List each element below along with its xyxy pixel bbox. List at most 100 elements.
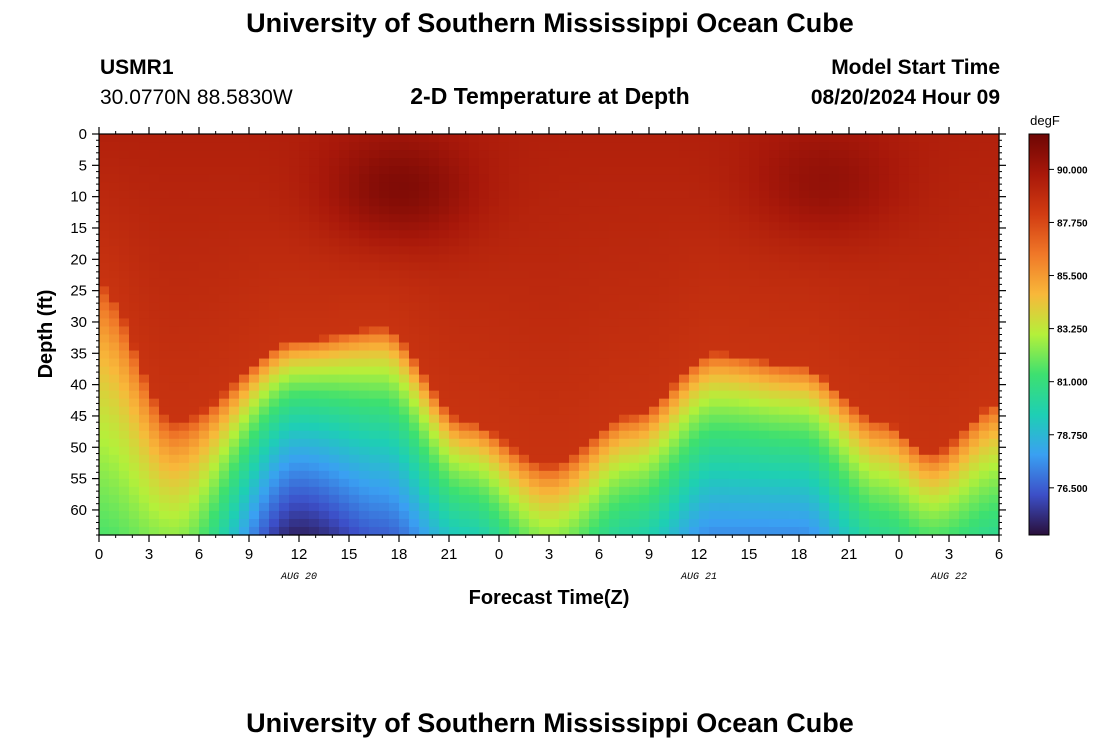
heatmap-cell [779, 174, 790, 183]
heatmap-cell [329, 254, 340, 263]
heatmap-cell [129, 422, 140, 432]
heatmap-cell [219, 390, 230, 400]
heatmap-cell [939, 286, 950, 295]
heatmap-cell [279, 470, 290, 480]
heatmap-cell [849, 158, 860, 167]
heatmap-cell [689, 166, 700, 175]
heatmap-cell [389, 150, 400, 159]
heatmap-cell [279, 326, 290, 336]
heatmap-cell [759, 254, 770, 263]
heatmap-cell [309, 470, 320, 480]
heatmap-cell [639, 222, 650, 231]
heatmap-cell [199, 374, 210, 384]
heatmap-cell [589, 342, 600, 352]
heatmap-cell [549, 286, 560, 295]
heatmap-cell [669, 142, 680, 151]
heatmap-cell [809, 182, 820, 191]
heatmap-cell [149, 366, 160, 376]
heatmap-cell [189, 510, 200, 520]
heatmap-cell [659, 206, 670, 215]
heatmap-cell [909, 230, 920, 239]
heatmap-cell [919, 230, 930, 239]
heatmap-cell [579, 446, 590, 456]
heatmap-cell [179, 470, 190, 480]
heatmap-cell [519, 342, 530, 352]
heatmap-cell [579, 326, 590, 336]
heatmap-cell [499, 278, 510, 287]
heatmap-cell [299, 310, 310, 320]
heatmap-cell [969, 198, 980, 207]
heatmap-cell [499, 406, 510, 416]
heatmap-cell [279, 286, 290, 295]
heatmap-cell [419, 334, 430, 344]
heatmap-cell [459, 438, 470, 448]
heatmap-cell [579, 342, 590, 352]
heatmap-cell [329, 310, 340, 320]
heatmap-cell [849, 246, 860, 255]
heatmap-cell [519, 518, 530, 528]
heatmap-cell [389, 414, 400, 424]
heatmap-cell [759, 526, 770, 536]
heatmap-cell [459, 486, 470, 496]
heatmap-cell [489, 366, 500, 376]
heatmap-cell [719, 414, 730, 424]
heatmap-cell [409, 510, 420, 520]
heatmap-cell [179, 382, 190, 392]
heatmap-cell [179, 366, 190, 376]
heatmap-cell [389, 142, 400, 151]
heatmap-cell [149, 462, 160, 472]
heatmap-cell [429, 446, 440, 456]
heatmap-cell [809, 190, 820, 199]
heatmap-cell [479, 262, 490, 271]
heatmap-cell [299, 526, 310, 536]
heatmap-cell [859, 270, 870, 279]
heatmap-cell [219, 350, 230, 360]
heatmap-cell [659, 462, 670, 472]
heatmap-cell [449, 222, 460, 231]
heatmap-cell [219, 166, 230, 175]
heatmap-cell [459, 478, 470, 488]
heatmap-cell [599, 414, 610, 424]
heatmap-cell [549, 230, 560, 239]
heatmap-cell [479, 326, 490, 336]
heatmap-cell [449, 350, 460, 360]
heatmap-cell [799, 270, 810, 279]
heatmap-cell [279, 526, 290, 536]
heatmap-cell [199, 390, 210, 400]
heatmap-cell [269, 502, 280, 512]
heatmap-cell [979, 398, 990, 408]
heatmap-cell [799, 510, 810, 520]
heatmap-cell [929, 302, 940, 312]
heatmap-cell [449, 246, 460, 255]
heatmap-cell [919, 494, 930, 504]
heatmap-cell [179, 390, 190, 400]
heatmap-cell [679, 374, 690, 384]
heatmap-cell [809, 158, 820, 167]
heatmap-cell [459, 366, 470, 376]
heatmap-cell [899, 190, 910, 199]
heatmap-cell [689, 174, 700, 183]
heatmap-cell [699, 462, 710, 472]
heatmap-cell [349, 222, 360, 231]
heatmap-cell [419, 206, 430, 215]
heatmap-cell [299, 406, 310, 416]
heatmap-cell [149, 358, 160, 368]
heatmap-cell [99, 430, 110, 440]
heatmap-cell [539, 382, 550, 392]
heatmap-cell [689, 294, 700, 304]
heatmap-cell [259, 254, 270, 263]
heatmap-cell [519, 270, 530, 279]
heatmap-cell [409, 478, 420, 488]
heatmap-cell [709, 214, 720, 223]
heatmap-cell [199, 158, 210, 167]
heatmap-cell [749, 510, 760, 520]
heatmap-cell [269, 526, 280, 536]
heatmap-cell [519, 494, 530, 504]
heatmap-cell [799, 494, 810, 504]
heatmap-cell [959, 374, 970, 384]
heatmap-cell [169, 318, 180, 328]
heatmap-cell [869, 294, 880, 304]
heatmap-cell [119, 422, 130, 432]
heatmap-cell [259, 366, 270, 376]
heatmap-cell [319, 286, 330, 295]
